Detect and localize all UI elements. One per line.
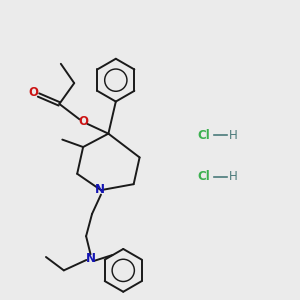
- Text: Cl: Cl: [197, 170, 210, 183]
- Text: H: H: [229, 129, 238, 142]
- Text: O: O: [28, 86, 38, 99]
- Text: O: O: [78, 115, 88, 128]
- Text: Cl: Cl: [197, 129, 210, 142]
- Text: H: H: [229, 170, 238, 183]
- Text: N: N: [85, 252, 96, 265]
- Text: N: N: [95, 183, 105, 196]
